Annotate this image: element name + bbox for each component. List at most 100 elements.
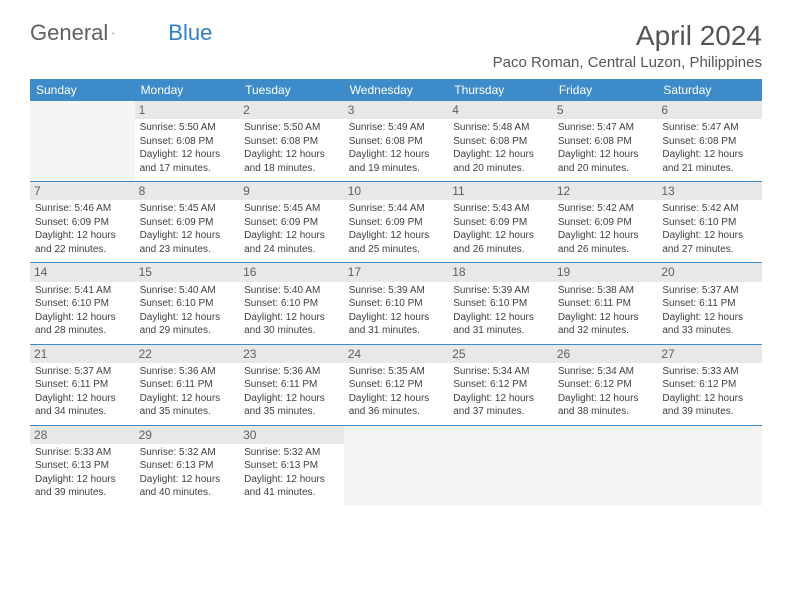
calendar-cell-empty xyxy=(448,425,553,506)
day-number: 20 xyxy=(657,263,762,281)
day-number: 6 xyxy=(657,101,762,119)
sunrise-line: Sunrise: 5:34 AM xyxy=(453,365,548,379)
daylight-line: Daylight: 12 hours and 31 minutes. xyxy=(349,311,444,338)
day-header-monday: Monday xyxy=(135,79,240,101)
day-number: 27 xyxy=(657,345,762,363)
calendar-cell-day-10: 10Sunrise: 5:44 AMSunset: 6:09 PMDayligh… xyxy=(344,182,449,263)
daylight-line: Daylight: 12 hours and 37 minutes. xyxy=(453,392,548,419)
calendar-cell-day-29: 29Sunrise: 5:32 AMSunset: 6:13 PMDayligh… xyxy=(135,425,240,506)
calendar-cell-day-9: 9Sunrise: 5:45 AMSunset: 6:09 PMDaylight… xyxy=(239,182,344,263)
sunset-line: Sunset: 6:08 PM xyxy=(453,135,548,149)
day-number: 5 xyxy=(553,101,658,119)
calendar-cell-day-13: 13Sunrise: 5:42 AMSunset: 6:10 PMDayligh… xyxy=(657,182,762,263)
calendar-cell-day-18: 18Sunrise: 5:39 AMSunset: 6:10 PMDayligh… xyxy=(448,263,553,344)
calendar-week-row: 21Sunrise: 5:37 AMSunset: 6:11 PMDayligh… xyxy=(30,344,762,425)
day-header-row: SundayMondayTuesdayWednesdayThursdayFrid… xyxy=(30,79,762,101)
calendar-cell-day-28: 28Sunrise: 5:33 AMSunset: 6:13 PMDayligh… xyxy=(30,425,135,506)
calendar-cell-day-6: 6 Sunrise: 5:47 AMSunset: 6:08 PMDaylight… xyxy=(657,101,762,182)
day-number: 9 xyxy=(239,182,344,200)
sunrise-line: Sunrise: 5:47 AM xyxy=(662,121,757,135)
sunrise-line: Sunrise: 5:33 AM xyxy=(35,446,130,460)
sunset-line: Sunset: 6:10 PM xyxy=(453,297,548,311)
sunrise-line: Sunrise: 5:34 AM xyxy=(558,365,653,379)
day-number: 10 xyxy=(344,182,449,200)
sunrise-line: Sunrise: 5:35 AM xyxy=(349,365,444,379)
sunset-line: Sunset: 6:11 PM xyxy=(35,378,130,392)
sunrise-line: Sunrise: 5:38 AM xyxy=(558,284,653,298)
sunrise-line: Sunrise: 5:41 AM xyxy=(35,284,130,298)
daylight-line: Daylight: 12 hours and 30 minutes. xyxy=(244,311,339,338)
location-subtitle: Paco Roman, Central Luzon, Philippines xyxy=(493,54,762,71)
day-header-thursday: Thursday xyxy=(448,79,553,101)
sunrise-line: Sunrise: 5:40 AM xyxy=(244,284,339,298)
daylight-line: Daylight: 12 hours and 41 minutes. xyxy=(244,473,339,500)
sunset-line: Sunset: 6:09 PM xyxy=(349,216,444,230)
day-number: 23 xyxy=(239,345,344,363)
page-header: General Blue April 2024 Paco Roman, Cent… xyxy=(30,20,762,71)
daylight-line: Daylight: 12 hours and 26 minutes. xyxy=(558,229,653,256)
day-number: 2 xyxy=(239,101,344,119)
calendar-cell-day-21: 21Sunrise: 5:37 AMSunset: 6:11 PMDayligh… xyxy=(30,344,135,425)
sunrise-line: Sunrise: 5:33 AM xyxy=(662,365,757,379)
calendar-cell-day-27: 27Sunrise: 5:33 AMSunset: 6:12 PMDayligh… xyxy=(657,344,762,425)
daylight-line: Daylight: 12 hours and 21 minutes. xyxy=(662,148,757,175)
day-number: 16 xyxy=(239,263,344,281)
day-number: 1 xyxy=(135,101,240,119)
daylight-line: Daylight: 12 hours and 40 minutes. xyxy=(140,473,235,500)
day-number: 24 xyxy=(344,345,449,363)
calendar-cell-day-15: 15Sunrise: 5:40 AMSunset: 6:10 PMDayligh… xyxy=(135,263,240,344)
sunset-line: Sunset: 6:10 PM xyxy=(662,216,757,230)
daylight-line: Daylight: 12 hours and 27 minutes. xyxy=(662,229,757,256)
sunrise-line: Sunrise: 5:39 AM xyxy=(349,284,444,298)
day-number: 15 xyxy=(135,263,240,281)
calendar-cell-day-1: 1Sunrise: 5:50 AMSunset: 6:08 PMDaylight… xyxy=(135,101,240,182)
day-number: 28 xyxy=(30,426,135,444)
day-number: 19 xyxy=(553,263,658,281)
sunset-line: Sunset: 6:09 PM xyxy=(140,216,235,230)
sunset-line: Sunset: 6:11 PM xyxy=(140,378,235,392)
sunrise-line: Sunrise: 5:39 AM xyxy=(453,284,548,298)
daylight-line: Daylight: 12 hours and 20 minutes. xyxy=(558,148,653,175)
sunset-line: Sunset: 6:08 PM xyxy=(662,135,757,149)
day-number: 7 xyxy=(30,182,135,200)
daylight-line: Daylight: 12 hours and 35 minutes. xyxy=(140,392,235,419)
sunrise-line: Sunrise: 5:42 AM xyxy=(662,202,757,216)
calendar-cell-empty xyxy=(30,101,135,182)
calendar-cell-empty xyxy=(344,425,449,506)
calendar-cell-day-24: 24Sunrise: 5:35 AMSunset: 6:12 PMDayligh… xyxy=(344,344,449,425)
sunrise-line: Sunrise: 5:47 AM xyxy=(558,121,653,135)
month-title: April 2024 xyxy=(493,20,762,52)
daylight-line: Daylight: 12 hours and 18 minutes. xyxy=(244,148,339,175)
day-number: 21 xyxy=(30,345,135,363)
sunset-line: Sunset: 6:13 PM xyxy=(35,459,130,473)
day-number: 17 xyxy=(344,263,449,281)
sunrise-line: Sunrise: 5:49 AM xyxy=(349,121,444,135)
sunset-line: Sunset: 6:12 PM xyxy=(349,378,444,392)
daylight-line: Daylight: 12 hours and 31 minutes. xyxy=(453,311,548,338)
daylight-line: Daylight: 12 hours and 35 minutes. xyxy=(244,392,339,419)
calendar-week-row: 14Sunrise: 5:41 AMSunset: 6:10 PMDayligh… xyxy=(30,263,762,344)
daylight-line: Daylight: 12 hours and 19 minutes. xyxy=(349,148,444,175)
calendar-cell-day-23: 23Sunrise: 5:36 AMSunset: 6:11 PMDayligh… xyxy=(239,344,344,425)
sunset-line: Sunset: 6:08 PM xyxy=(244,135,339,149)
sunrise-line: Sunrise: 5:46 AM xyxy=(35,202,130,216)
calendar-cell-day-30: 30Sunrise: 5:32 AMSunset: 6:13 PMDayligh… xyxy=(239,425,344,506)
day-number: 14 xyxy=(30,263,135,281)
daylight-line: Daylight: 12 hours and 38 minutes. xyxy=(558,392,653,419)
sunrise-line: Sunrise: 5:32 AM xyxy=(244,446,339,460)
calendar-cell-empty xyxy=(553,425,658,506)
calendar-week-row: 7Sunrise: 5:46 AMSunset: 6:09 PMDaylight… xyxy=(30,182,762,263)
sunset-line: Sunset: 6:08 PM xyxy=(349,135,444,149)
sunset-line: Sunset: 6:13 PM xyxy=(140,459,235,473)
sunset-line: Sunset: 6:09 PM xyxy=(35,216,130,230)
sunset-line: Sunset: 6:12 PM xyxy=(453,378,548,392)
calendar-cell-day-11: 11Sunrise: 5:43 AMSunset: 6:09 PMDayligh… xyxy=(448,182,553,263)
daylight-line: Daylight: 12 hours and 25 minutes. xyxy=(349,229,444,256)
calendar-week-row: 1Sunrise: 5:50 AMSunset: 6:08 PMDaylight… xyxy=(30,101,762,182)
day-number: 30 xyxy=(239,426,344,444)
logo: General Blue xyxy=(30,20,212,46)
calendar-cell-day-16: 16Sunrise: 5:40 AMSunset: 6:10 PMDayligh… xyxy=(239,263,344,344)
logo-text-blue: Blue xyxy=(168,20,212,46)
calendar-cell-day-22: 22Sunrise: 5:36 AMSunset: 6:11 PMDayligh… xyxy=(135,344,240,425)
calendar-cell-day-7: 7Sunrise: 5:46 AMSunset: 6:09 PMDaylight… xyxy=(30,182,135,263)
